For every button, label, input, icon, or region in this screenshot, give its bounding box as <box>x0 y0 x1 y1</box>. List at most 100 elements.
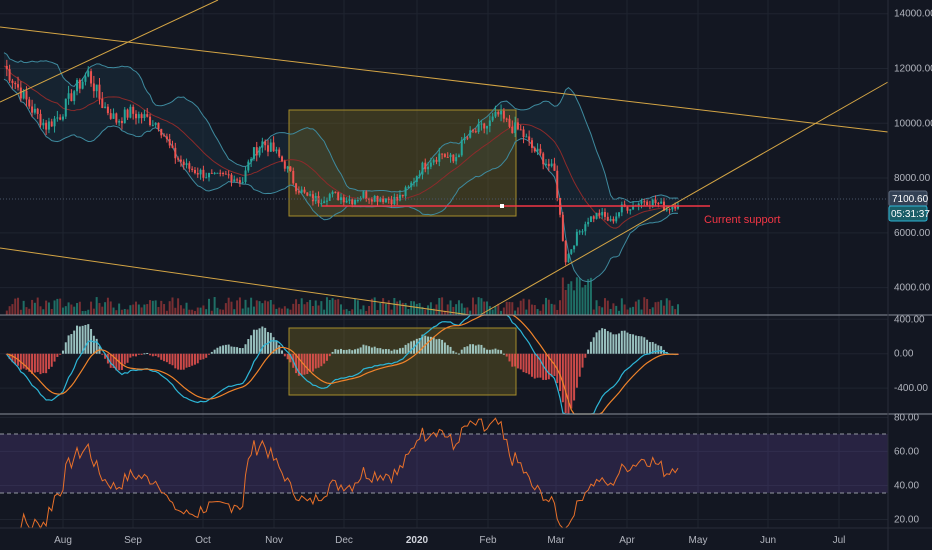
candle-body <box>542 153 545 165</box>
volume-bar <box>623 304 626 315</box>
macd-histogram-bar <box>309 353 312 372</box>
macd-histogram-bar <box>514 353 517 367</box>
macd-histogram-bar <box>469 344 472 354</box>
candle-body <box>59 117 62 120</box>
macd-histogram-bar <box>603 328 606 354</box>
macd-histogram-bar <box>494 348 497 354</box>
volume-bar <box>255 300 258 315</box>
volume-bar <box>373 297 376 315</box>
volume-bar <box>511 302 514 315</box>
candle-body <box>236 179 239 181</box>
macd-histogram-bar <box>511 353 514 367</box>
rsi-axis[interactable]: 80.00 60.00 40.00 20.00 <box>894 412 919 525</box>
candle-body <box>149 116 152 126</box>
volume-bar <box>553 304 556 315</box>
volume-bar <box>382 298 385 315</box>
candle-body <box>603 212 606 217</box>
macd-histogram-bar <box>236 347 239 354</box>
rsi-panel[interactable] <box>0 417 888 530</box>
macd-histogram-bar <box>163 353 166 362</box>
macd-histogram-bar <box>384 348 387 354</box>
candle-body <box>297 191 300 193</box>
macd-histogram-bar <box>651 342 654 354</box>
candle-body <box>390 199 393 205</box>
macd-histogram-bar <box>427 336 430 354</box>
macd-histogram-bar <box>73 330 76 354</box>
volume-bar <box>620 298 623 315</box>
volume-bar <box>264 300 267 315</box>
candle-body <box>556 170 559 198</box>
rsi-band <box>0 434 888 493</box>
macd-histogram-bar <box>134 353 137 357</box>
volume-bar <box>222 309 225 315</box>
macd-axis[interactable]: 400.00 0.00 -400.00 <box>894 314 928 394</box>
volume-bar <box>292 303 295 315</box>
candle-body <box>22 90 25 99</box>
macd-histogram-bar <box>281 350 284 354</box>
candle-body <box>356 199 359 201</box>
macd-histogram-bar <box>570 353 573 409</box>
macd-panel[interactable] <box>5 314 679 415</box>
volume-bar <box>575 277 578 315</box>
macd-histogram-bar <box>168 353 171 365</box>
volume-bar <box>497 303 500 315</box>
price-axis[interactable]: 4000.00 6000.00 8000.00 10000.00 12000.00 140… <box>894 9 932 294</box>
volume-bar <box>545 297 548 315</box>
volume-bar <box>47 302 50 315</box>
macd-histogram-bar <box>42 353 45 374</box>
candle-body <box>255 147 258 156</box>
candle-body <box>592 216 595 219</box>
macd-histogram-bar <box>441 339 444 354</box>
volume-bar <box>182 308 185 315</box>
candle-body <box>174 147 177 159</box>
volume-bar <box>205 309 208 315</box>
volume-bar <box>634 301 637 315</box>
support-line-handle[interactable] <box>500 204 504 208</box>
candle-body <box>92 83 95 92</box>
time-axis[interactable]: Aug Sep Oct Nov Dec 2020 Feb Mar Apr May Jun Jul <box>54 535 845 546</box>
candle-body <box>126 109 129 118</box>
candle-body <box>210 172 213 174</box>
time-tick-label: Nov <box>265 535 283 546</box>
candle-body <box>483 123 486 129</box>
candle-body <box>104 106 107 109</box>
candle-body <box>90 71 93 84</box>
volume-bar <box>376 310 379 315</box>
macd-histogram-bar <box>446 345 449 354</box>
volume-bar <box>578 278 581 315</box>
volume-bar <box>11 304 14 315</box>
macd-histogram-bar <box>483 347 486 354</box>
candle-body <box>185 163 188 166</box>
price-panel[interactable]: Current support <box>0 0 889 316</box>
candle-body <box>396 197 399 201</box>
volume-bar <box>286 308 289 315</box>
candle-body <box>587 221 590 225</box>
candle-body <box>654 199 657 204</box>
volume-bar <box>595 300 598 315</box>
candle-body <box>547 163 550 167</box>
macd-histogram-bar <box>255 329 258 354</box>
volume-bar <box>42 309 45 315</box>
macd-histogram-bar <box>22 353 25 369</box>
volume-bar <box>233 309 236 315</box>
volume-bar <box>238 297 241 315</box>
candle-body <box>500 110 503 115</box>
macd-histogram-bar <box>275 340 278 354</box>
volume-bar <box>435 304 438 315</box>
volume-bar <box>533 305 536 315</box>
volume-bar <box>345 309 348 315</box>
macd-histogram-bar <box>45 353 48 374</box>
macd-histogram-bar <box>303 353 306 375</box>
candle-body <box>589 216 592 222</box>
volume-bar <box>104 302 107 315</box>
macd-histogram-bar <box>435 339 438 354</box>
candle-body <box>25 90 28 100</box>
candle-body <box>469 130 472 138</box>
candle-body <box>457 155 460 158</box>
macd-histogram-bar <box>112 353 115 369</box>
candle-body <box>14 82 17 85</box>
volume-bar <box>61 307 64 315</box>
candle-body <box>584 224 587 232</box>
